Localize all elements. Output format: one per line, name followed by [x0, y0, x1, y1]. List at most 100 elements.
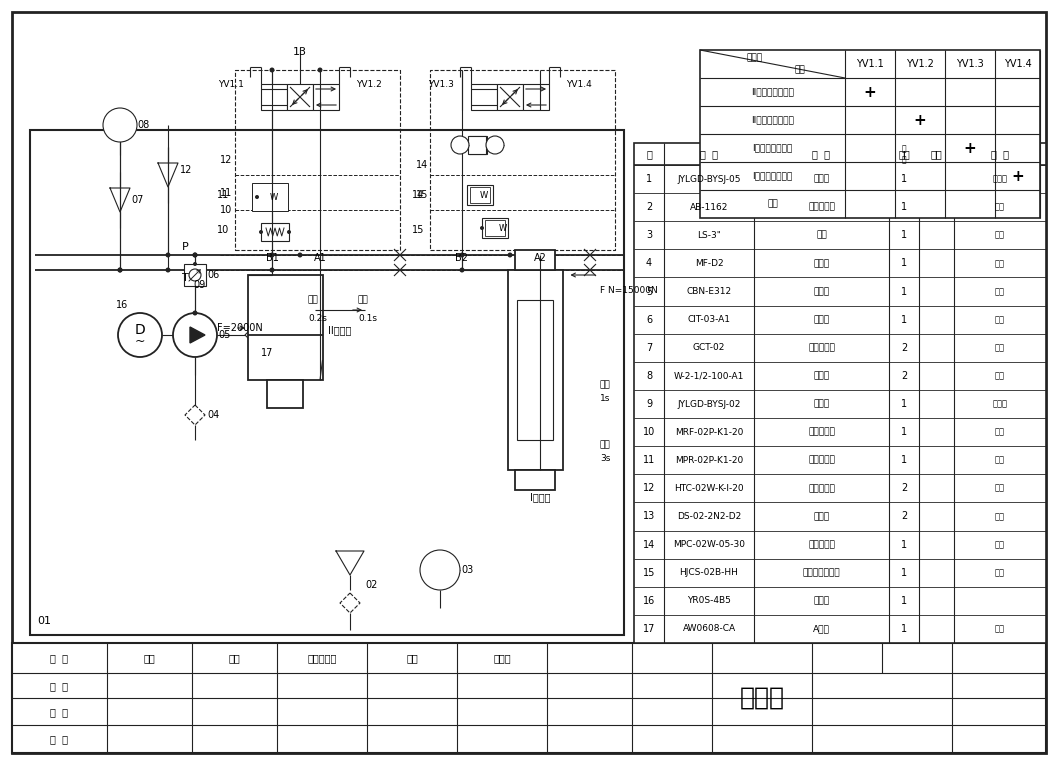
Text: ~: ~: [134, 334, 145, 347]
Text: 备注: 备注: [995, 568, 1005, 578]
Text: 14: 14: [412, 190, 424, 200]
Text: JYLGD-BYSJ-02: JYLGD-BYSJ-02: [677, 399, 741, 409]
Text: 1: 1: [901, 427, 907, 437]
Text: 1s: 1s: [600, 393, 610, 402]
Text: 截止阀: 截止阀: [814, 174, 829, 184]
Text: 13: 13: [293, 47, 307, 57]
Text: 签名: 签名: [406, 653, 418, 663]
Text: W: W: [480, 190, 488, 200]
Text: 节流阀: 节流阀: [814, 399, 829, 409]
Text: 备注: 备注: [995, 259, 1005, 268]
Text: 电磁换向阀: 电磁换向阀: [808, 483, 835, 493]
Text: 11: 11: [217, 190, 229, 200]
Text: 归口处: 归口处: [992, 174, 1007, 184]
Bar: [515, 470, 555, 490]
Text: 液控单向阀: 液控单向阀: [808, 456, 835, 464]
Circle shape: [287, 230, 291, 234]
Text: 4: 4: [646, 259, 652, 269]
Text: 备注: 备注: [995, 456, 1005, 464]
Bar: [700, 50, 1040, 218]
Text: 13: 13: [643, 512, 655, 522]
Text: 10: 10: [217, 225, 229, 235]
Text: 0.1s: 0.1s: [358, 314, 377, 323]
Circle shape: [459, 252, 464, 258]
Circle shape: [117, 268, 123, 272]
Text: 备注: 备注: [995, 540, 1005, 549]
Text: 备  注: 备 注: [991, 149, 1009, 159]
Text: 液控单向阀: 液控单向阀: [808, 428, 835, 437]
Text: +: +: [964, 141, 977, 155]
Text: 1: 1: [646, 174, 652, 184]
Text: YV1.2: YV1.2: [355, 80, 382, 89]
Text: D: D: [134, 323, 145, 337]
Text: I工位夹紧缸松开: I工位夹紧缸松开: [752, 171, 792, 181]
Text: 电磁铁: 电磁铁: [747, 54, 763, 63]
Text: 17: 17: [261, 348, 273, 358]
Circle shape: [255, 195, 259, 199]
Text: YV1.2: YV1.2: [906, 59, 934, 69]
Text: 备注: 备注: [995, 428, 1005, 437]
Text: 校  对: 校 对: [50, 707, 68, 717]
Circle shape: [486, 136, 504, 154]
Text: 1: 1: [901, 314, 907, 324]
Text: 02: 02: [366, 580, 378, 590]
Text: 序: 序: [646, 149, 652, 159]
Text: CBN-E312: CBN-E312: [687, 287, 731, 296]
Text: II工位夹紧缸松开: II工位夹紧缸松开: [751, 116, 794, 125]
Text: YV1.3: YV1.3: [956, 59, 984, 69]
Text: W: W: [270, 193, 278, 201]
Text: MRF-02P-K1-20: MRF-02P-K1-20: [675, 428, 743, 437]
Text: W-2-1/2-100-A1: W-2-1/2-100-A1: [674, 371, 744, 380]
Bar: [287, 84, 313, 110]
Text: 备注: 备注: [995, 624, 1005, 633]
Text: 17: 17: [643, 624, 655, 634]
Text: YV1.3: YV1.3: [428, 80, 454, 89]
Text: 14: 14: [643, 539, 655, 549]
Circle shape: [117, 268, 123, 272]
Text: 电液比例换向阀: 电液比例换向阀: [803, 568, 840, 578]
Text: A2: A2: [533, 253, 546, 263]
Circle shape: [118, 313, 162, 357]
Text: 5: 5: [645, 287, 652, 297]
Text: YV1.1: YV1.1: [218, 80, 244, 89]
Text: 12: 12: [180, 165, 193, 175]
Text: 松开: 松开: [600, 380, 610, 389]
Text: 备注: 备注: [995, 231, 1005, 239]
Text: F N=15000N: F N=15000N: [600, 285, 658, 295]
Text: 电磁换向阀: 电磁换向阀: [808, 540, 835, 549]
Text: HTC-02W-K-I-20: HTC-02W-K-I-20: [674, 483, 744, 493]
Text: 1: 1: [901, 624, 907, 634]
Text: 备注: 备注: [995, 203, 1005, 212]
Text: 16: 16: [643, 596, 655, 606]
Bar: [252, 183, 288, 211]
Text: 备注: 备注: [995, 371, 1005, 380]
Text: LS-3": LS-3": [697, 231, 720, 239]
Bar: [467, 185, 493, 205]
Text: 审  核: 审 核: [50, 681, 68, 691]
Text: 07: 07: [132, 195, 144, 205]
Text: 11: 11: [220, 188, 232, 198]
Bar: [12, 643, 1046, 753]
Text: +: +: [863, 84, 876, 99]
Text: 备注: 备注: [995, 343, 1005, 352]
Text: 1: 1: [901, 287, 907, 297]
Text: 14: 14: [416, 160, 428, 170]
Text: 批  准: 批 准: [50, 653, 68, 663]
Text: 1: 1: [901, 174, 907, 184]
Text: 2: 2: [900, 343, 907, 353]
Text: 1: 1: [901, 455, 907, 465]
Text: 归口处: 归口处: [992, 399, 1007, 409]
Circle shape: [259, 230, 263, 234]
Text: MF-D2: MF-D2: [695, 259, 724, 268]
Text: 减压阀: 减压阀: [814, 512, 829, 521]
Text: AW0608-CA: AW0608-CA: [682, 624, 735, 633]
Text: A1: A1: [313, 253, 326, 263]
Text: 08: 08: [138, 120, 150, 130]
Text: 15: 15: [643, 568, 655, 578]
Text: YV1.1: YV1.1: [856, 59, 883, 69]
Bar: [261, 223, 289, 241]
Bar: [468, 136, 486, 154]
Text: 8: 8: [646, 371, 652, 381]
Text: 处数: 处数: [229, 653, 240, 663]
Circle shape: [480, 226, 484, 230]
